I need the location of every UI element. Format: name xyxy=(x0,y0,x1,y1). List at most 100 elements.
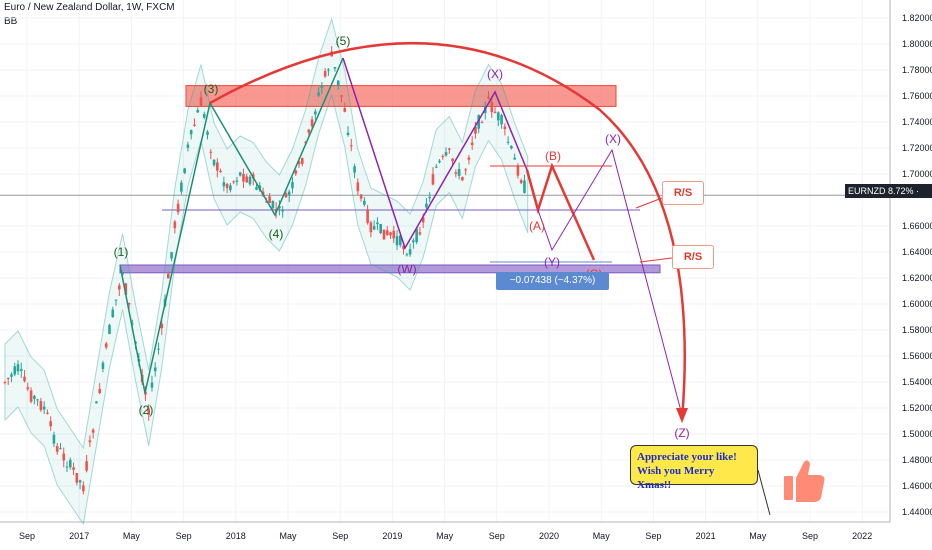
candle-body xyxy=(372,226,376,230)
x-tick-label: Sep xyxy=(176,531,192,541)
candle-body xyxy=(310,119,314,127)
candle-body xyxy=(209,151,213,153)
candle-body xyxy=(336,80,340,87)
candle-body xyxy=(59,448,62,450)
forecast-arc[interactable] xyxy=(209,41,686,421)
wave-label: (4) xyxy=(269,227,284,241)
candle-body xyxy=(39,401,43,411)
candle-body xyxy=(82,485,85,492)
candle-body xyxy=(323,70,327,77)
candle-body xyxy=(265,201,268,203)
bollinger-band xyxy=(4,17,529,526)
candle-body xyxy=(398,235,402,246)
candle-body xyxy=(173,221,177,229)
y-tick-label: 1.80000 xyxy=(902,39,932,49)
candle-body xyxy=(153,367,157,372)
candle-body xyxy=(229,185,232,191)
indicator-label[interactable]: BB xyxy=(4,16,18,27)
candle-body xyxy=(359,194,363,199)
y-tick-label: 1.46000 xyxy=(902,481,932,491)
y-tick-label: 1.78000 xyxy=(902,65,932,75)
candle-body xyxy=(127,302,131,305)
wave-label: (1) xyxy=(114,245,129,259)
wave-label: (X) xyxy=(487,67,503,81)
candle-body xyxy=(497,112,500,121)
candle-body xyxy=(65,466,69,468)
wave-label: (A) xyxy=(529,219,545,233)
candle-body xyxy=(26,387,30,390)
candle-body xyxy=(117,285,121,290)
y-tick-label: 1.52000 xyxy=(902,403,932,413)
wave-label: (X) xyxy=(605,132,621,146)
x-tick-label: 2018 xyxy=(226,531,246,541)
candle-body xyxy=(29,390,33,402)
candle-body xyxy=(274,208,278,213)
candle-body xyxy=(412,240,415,243)
candle-body xyxy=(104,343,108,348)
candle-body xyxy=(480,122,484,124)
chart-title: Euro / New Zealand Dollar, 1W, FXCM xyxy=(4,2,175,13)
candle-body xyxy=(333,66,337,69)
candle-body xyxy=(245,176,249,183)
candle-body xyxy=(523,180,526,193)
greeting-line-2: Wish you Merry Xmas!! xyxy=(637,465,715,491)
candle-body xyxy=(176,203,180,213)
candle-body xyxy=(147,408,150,415)
candle-body xyxy=(232,181,235,183)
candle-body xyxy=(108,324,111,335)
candle-body xyxy=(448,148,451,150)
wave-label: (3) xyxy=(204,82,219,96)
candle-body xyxy=(170,252,173,259)
candle-body xyxy=(33,395,36,399)
candle-body xyxy=(206,131,209,136)
candle-body xyxy=(183,168,186,174)
x-tick-label: May xyxy=(749,531,767,541)
candle-body xyxy=(180,182,183,192)
wave-label: (5) xyxy=(336,34,351,48)
y-tick-label: 1.64000 xyxy=(902,247,932,257)
candle-body xyxy=(91,429,95,433)
candle-body xyxy=(506,141,510,143)
candle-body xyxy=(392,230,396,239)
candle-body xyxy=(408,249,412,255)
candle-body xyxy=(415,228,418,243)
candle-body xyxy=(101,362,105,369)
greeting-note: Appreciate your like! Wish you Merry Xma… xyxy=(630,445,758,491)
candle-body xyxy=(382,229,386,240)
candle-body xyxy=(343,108,347,112)
y-tick-label: 1.60000 xyxy=(902,299,932,309)
candle-body xyxy=(434,166,438,168)
candle-body xyxy=(62,453,66,461)
candle-body xyxy=(467,157,471,160)
rs-label-lower: R/S xyxy=(672,245,714,269)
candle-body xyxy=(513,157,516,160)
candle-body xyxy=(385,230,389,236)
candle-body xyxy=(189,130,193,135)
y-tick-label: 1.66000 xyxy=(902,221,932,231)
resistance-zone[interactable] xyxy=(185,85,617,107)
candle-body xyxy=(75,472,79,483)
candle-body xyxy=(3,381,7,383)
candle-body xyxy=(68,459,72,468)
forecast-abc-path[interactable] xyxy=(525,162,596,261)
candle-body xyxy=(150,382,154,388)
candle-body xyxy=(510,145,513,149)
candle-body xyxy=(461,176,464,181)
candle-body xyxy=(167,273,170,279)
candle-body xyxy=(193,124,196,126)
candle-body xyxy=(457,169,461,176)
candle-body xyxy=(418,232,422,235)
candle-body xyxy=(13,366,17,375)
candle-body xyxy=(10,374,13,377)
forecast-xz-path[interactable] xyxy=(537,148,683,416)
candle-body xyxy=(425,203,428,208)
x-tick-label: Sep xyxy=(332,531,348,541)
candle-body xyxy=(131,323,134,325)
correction-wave-path[interactable] xyxy=(342,57,528,250)
candle-body xyxy=(444,152,448,156)
candle-body xyxy=(346,132,350,136)
candle-body xyxy=(487,96,490,99)
candle-body xyxy=(464,169,467,171)
wave-label: (W) xyxy=(397,262,416,276)
